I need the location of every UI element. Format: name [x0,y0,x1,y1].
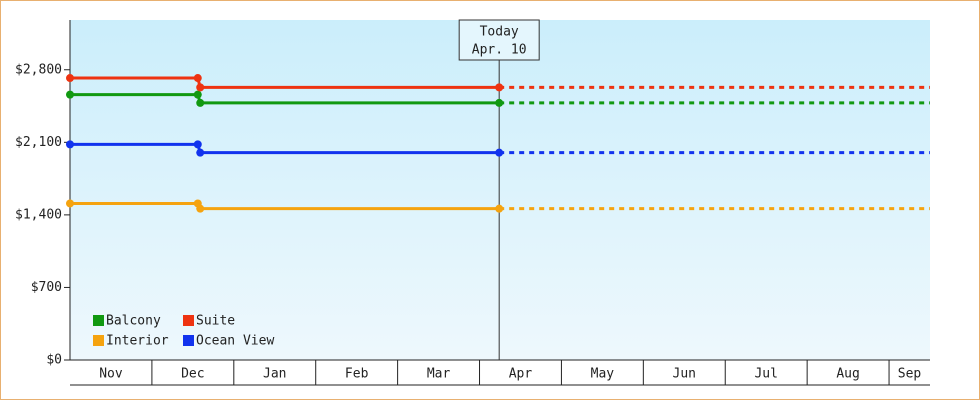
y-tick-label: $2,800 [15,62,62,77]
x-tick-label: Nov [99,367,123,382]
y-tick-label: $0 [46,353,62,368]
price-point [196,148,205,157]
legend-swatch [93,315,104,326]
price-point [66,74,74,83]
x-tick-label: Jun [673,367,696,382]
legend-swatch [183,335,194,346]
y-tick-label: $1,400 [15,207,62,222]
x-tick-label: Jan [263,367,286,382]
legend-label: Suite [196,314,235,329]
plot-area [70,20,930,360]
x-tick-label: Aug [836,367,859,382]
price-point [193,74,202,83]
legend-swatch [183,315,194,326]
x-tick-label: Mar [427,367,451,382]
price-point [495,148,504,157]
legend-label: Balcony [106,314,161,329]
legend-swatch [93,335,104,346]
x-tick-label: Feb [345,367,369,382]
price-point [66,199,74,208]
today-label: Today [480,25,519,40]
y-tick-label: $2,100 [15,135,62,150]
price-point [196,204,205,213]
x-tick-label: Apr [509,367,533,382]
price-point [196,83,205,92]
x-tick-label: Sep [898,367,922,382]
legend-label: Interior [106,334,169,349]
x-tick-label: May [591,367,615,382]
x-tick-label: Jul [754,367,777,382]
price-point [66,90,74,99]
today-box [458,19,540,61]
price-point [495,83,504,92]
y-tick-label: $700 [31,280,62,295]
price-point [193,90,202,99]
price-line [70,76,500,89]
price-point [495,98,504,107]
price-point [196,98,205,107]
today-label: Apr. 10 [472,43,527,58]
price-point [193,140,202,149]
price-line [70,93,500,105]
legend-label: Ocean View [196,334,274,349]
x-tick-label: Dec [181,367,204,382]
price-point [495,204,504,213]
price-point [66,140,74,149]
price-line [70,142,500,155]
